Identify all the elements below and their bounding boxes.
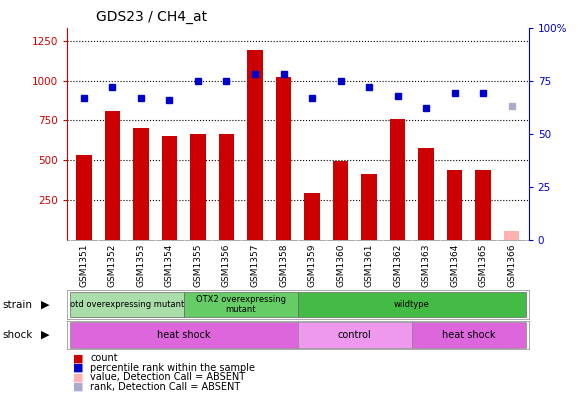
Bar — [475, 169, 491, 240]
Bar — [447, 169, 462, 240]
Bar — [133, 128, 149, 240]
Text: ▶: ▶ — [41, 299, 49, 310]
Text: GSM1363: GSM1363 — [422, 244, 431, 287]
Text: strain: strain — [3, 299, 33, 310]
Bar — [70, 322, 298, 348]
Text: GSM1351: GSM1351 — [80, 244, 88, 287]
Bar — [184, 292, 298, 317]
Text: GSM1354: GSM1354 — [165, 244, 174, 287]
Text: GSM1358: GSM1358 — [279, 244, 288, 287]
Text: GSM1359: GSM1359 — [307, 244, 317, 287]
Text: GSM1365: GSM1365 — [479, 244, 487, 287]
Text: ▶: ▶ — [41, 330, 49, 340]
Bar — [247, 50, 263, 240]
Bar — [298, 322, 412, 348]
Bar — [218, 134, 234, 240]
Text: GDS23 / CH4_at: GDS23 / CH4_at — [96, 10, 207, 24]
Text: ■: ■ — [73, 382, 83, 392]
Text: heat shock: heat shock — [157, 330, 210, 340]
Bar — [504, 231, 519, 240]
Bar — [390, 119, 406, 240]
Bar — [275, 78, 291, 240]
Text: ■: ■ — [73, 363, 83, 373]
Text: GSM1366: GSM1366 — [507, 244, 516, 287]
Text: GSM1362: GSM1362 — [393, 244, 402, 287]
Text: GSM1364: GSM1364 — [450, 244, 459, 287]
Bar — [418, 148, 434, 240]
Text: otd overexpressing mutant: otd overexpressing mutant — [70, 300, 184, 309]
Bar — [304, 193, 320, 240]
Text: shock: shock — [3, 330, 33, 340]
Text: GSM1357: GSM1357 — [250, 244, 260, 287]
Text: percentile rank within the sample: percentile rank within the sample — [90, 363, 255, 373]
Text: rank, Detection Call = ABSENT: rank, Detection Call = ABSENT — [90, 382, 241, 392]
Bar — [190, 134, 206, 240]
Text: GSM1361: GSM1361 — [364, 244, 374, 287]
Text: GSM1353: GSM1353 — [137, 244, 145, 287]
Text: GSM1360: GSM1360 — [336, 244, 345, 287]
Bar — [333, 161, 349, 240]
Bar — [361, 174, 377, 240]
Text: wildtype: wildtype — [394, 300, 430, 309]
Bar — [412, 322, 526, 348]
Bar — [76, 155, 92, 240]
Text: GSM1355: GSM1355 — [193, 244, 202, 287]
Text: OTX2 overexpressing
mutant: OTX2 overexpressing mutant — [196, 295, 286, 314]
Bar — [70, 292, 184, 317]
Text: control: control — [338, 330, 372, 340]
Bar — [105, 111, 120, 240]
Text: GSM1356: GSM1356 — [222, 244, 231, 287]
Text: count: count — [90, 353, 118, 364]
Text: ■: ■ — [73, 353, 83, 364]
Text: value, Detection Call = ABSENT: value, Detection Call = ABSENT — [90, 372, 245, 383]
Text: heat shock: heat shock — [442, 330, 496, 340]
Text: ■: ■ — [73, 372, 83, 383]
Bar — [298, 292, 526, 317]
Bar — [162, 136, 177, 240]
Text: GSM1352: GSM1352 — [108, 244, 117, 287]
